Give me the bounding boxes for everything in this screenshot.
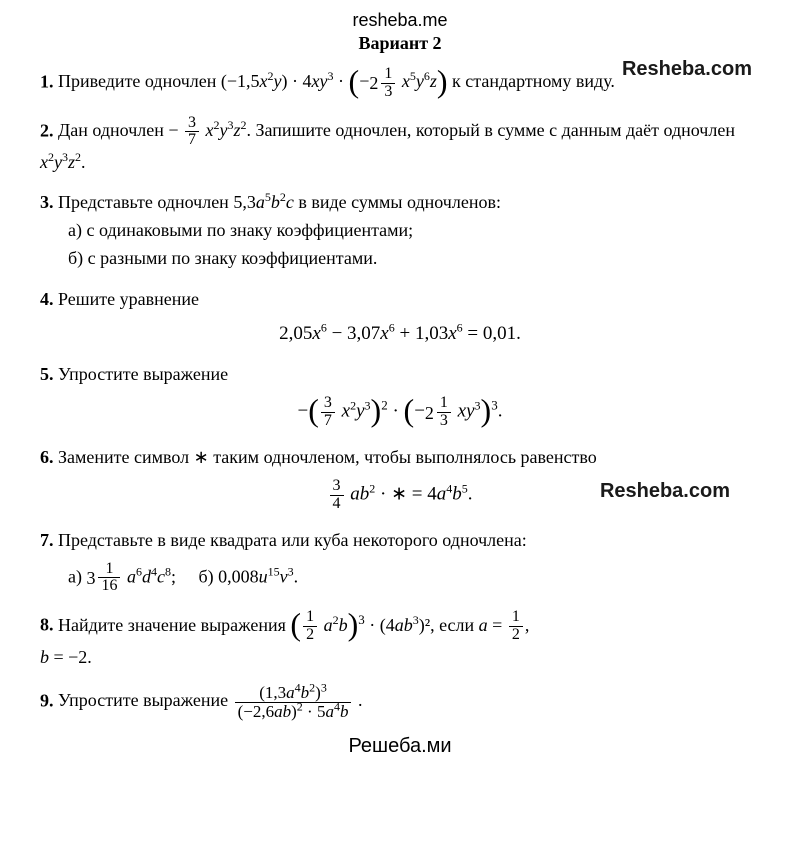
problem-number: 1. xyxy=(40,71,54,91)
problem-4: 4. Решите уравнение 2,05x6 − 3,07x6 + 1,… xyxy=(40,286,760,348)
site-top-link: resheba.me xyxy=(40,10,760,31)
txt: Найдите значение выражения xyxy=(58,615,290,635)
problem-7: 7. Представьте в виде квадрата или куба … xyxy=(40,527,760,596)
txt: · xyxy=(334,71,349,91)
txt: Дан одночлен − xyxy=(58,120,183,140)
txt: . xyxy=(81,152,86,172)
txt: )², если xyxy=(419,615,479,635)
problem-text: Представьте одночлен 5,3a5b2c в виде сум… xyxy=(58,192,501,212)
problem-text: Упростите выражение (1,3a4b2)3(−2,6ab)2 … xyxy=(58,690,362,710)
txt: . xyxy=(294,566,299,586)
problem-number: 7. xyxy=(40,530,54,550)
problem-5: 5. Упростите выражение −(37 x2y3)2 · (−2… xyxy=(40,361,760,430)
txt: ) · 4 xyxy=(282,71,312,91)
problem-number: 3. xyxy=(40,192,54,212)
problem-number: 4. xyxy=(40,289,54,309)
txt: к стандартному виду. xyxy=(448,71,615,91)
problem-3: 3. Представьте одночлен 5,3a5b2c в виде … xyxy=(40,189,760,271)
watermark-1: Resheba.com xyxy=(622,58,752,81)
problem-text: Представьте в виде квадрата или куба нек… xyxy=(58,530,527,550)
txt: Приведите одночлен (−1,5 xyxy=(58,71,260,91)
txt: Представьте одночлен 5,3 xyxy=(58,192,256,212)
problem-9: 9. Упростите выражение (1,3a4b2)3(−2,6ab… xyxy=(40,684,760,721)
txt: . Запишите одночлен, который в сумме с д… xyxy=(247,120,735,140)
txt: в виде суммы одночленов: xyxy=(294,192,501,212)
txt: , xyxy=(525,615,530,635)
problem-number: 9. xyxy=(40,690,54,710)
problem-text: Замените символ ∗ таким одночленом, чтоб… xyxy=(58,447,597,467)
problem-3b: б) с разными по знаку коэффициентами. xyxy=(68,245,760,271)
variant-title: Вариант 2 xyxy=(40,33,760,54)
txt: а) xyxy=(68,566,86,586)
problem-8: 8. Найдите значение выражения (12 a2b)3 … xyxy=(40,609,760,670)
page-root: resheba.me Вариант 2 Resheba.com Resheba… xyxy=(0,0,800,778)
site-bottom-link: Решеба.ми xyxy=(40,735,760,758)
problem-7-subs: а) 3116 a6d4c8; б) 0,008u15v3. xyxy=(68,561,760,596)
problem-text: Упростите выражение xyxy=(58,364,228,384)
problem-3a: а) с одинаковыми по знаку коэффициентами… xyxy=(68,217,760,243)
problem-4-equation: 2,05x6 − 3,07x6 + 1,03x6 = 0,01. xyxy=(40,320,760,348)
problem-number: 5. xyxy=(40,364,54,384)
txt: б) 0,008 xyxy=(199,566,259,586)
problem-5-expression: −(37 x2y3)2 · (−213 xy3)3. xyxy=(40,395,760,430)
problem-text: Решите уравнение xyxy=(58,289,199,309)
watermark-2: Resheba.com xyxy=(600,480,730,503)
txt: · (4 xyxy=(365,615,395,635)
txt: Упростите выражение xyxy=(58,690,233,710)
problem-number: 2. xyxy=(40,120,54,140)
problem-text: Приведите одночлен (−1,5x2y) · 4xy3 · (−… xyxy=(58,71,615,91)
problem-number: 6. xyxy=(40,447,54,467)
problem-2: 2. Дан одночлен − 37 x2y3z2. Запишите од… xyxy=(40,115,760,176)
txt: = −2. xyxy=(49,647,92,667)
problem-number: 8. xyxy=(40,615,54,635)
problem-text: Найдите значение выражения (12 a2b)3 · (… xyxy=(40,615,529,667)
problem-text: Дан одночлен − 37 x2y3z2. Запишите одноч… xyxy=(40,120,735,172)
